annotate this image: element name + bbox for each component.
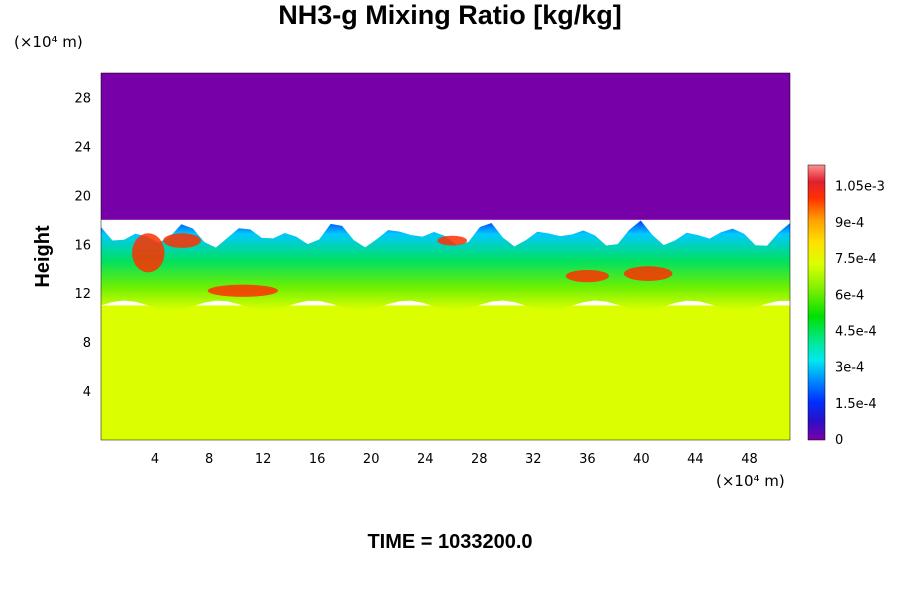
colorbar-label: 4.5e-4 [835,324,877,339]
y-tick-label: 24 [74,140,91,155]
x-tick-label: 40 [633,452,650,467]
y-axis: 4 8 12 16 20 24 28 [74,91,91,400]
colorbar-label: 7.5e-4 [835,252,877,267]
colorbar-label: 6e-4 [835,288,864,303]
x-tick-label: 48 [741,452,758,467]
upper-layer [101,73,790,220]
y-tick-label: 28 [74,91,91,106]
time-label: TIME = 1033200.0 [367,531,533,553]
mixing-hotspot [163,233,201,248]
heatmap-field [100,72,791,441]
y-tick-label: 8 [83,336,91,351]
x-tick-label: 28 [471,452,488,467]
y-tick-label: 12 [74,287,91,302]
y-tick-label: 20 [74,189,91,204]
mixing-layer [101,220,790,311]
mixing-hotspot [207,284,278,297]
x-tick-label: 12 [255,452,272,467]
mixing-hotspot [565,269,609,283]
x-axis-unit: (×10⁴ m) [716,472,785,490]
mixing-hotspot [132,233,165,273]
mixing-hotspot [623,266,673,281]
colorbar-label: 9e-4 [835,216,864,231]
x-tick-label: 44 [687,452,704,467]
colorbar-label: 3e-4 [835,361,864,376]
x-tick-label: 20 [363,452,380,467]
x-tick-label: 8 [205,452,213,467]
colorbar-label: 1.05e-3 [835,180,885,195]
x-tick-label: 32 [525,452,542,467]
x-axis: 4 8 12 16 20 24 28 32 36 40 44 48 [151,452,758,467]
y-axis-label: Height [32,225,54,288]
plot-frame [100,72,791,441]
colorbar-label: 1.5e-4 [835,397,877,412]
y-tick-label: 16 [74,238,91,253]
colorbar-label: 0 [835,433,843,448]
y-axis-unit: (×10⁴ m) [14,33,83,51]
x-tick-label: 36 [579,452,596,467]
colorbar: 1.05e-3 9e-4 7.5e-4 6e-4 4.5e-4 3e-4 1.5e-4 0 [807,164,885,448]
x-tick-label: 16 [309,452,326,467]
mixing-hotspot [437,235,468,246]
x-tick-label: 4 [151,452,159,467]
chart-title: NH3-g Mixing Ratio [kg/kg] [278,0,622,30]
x-tick-label: 24 [417,452,434,467]
colorbar-bar [807,164,826,441]
lower-layer [101,305,790,440]
y-tick-label: 4 [83,385,91,400]
